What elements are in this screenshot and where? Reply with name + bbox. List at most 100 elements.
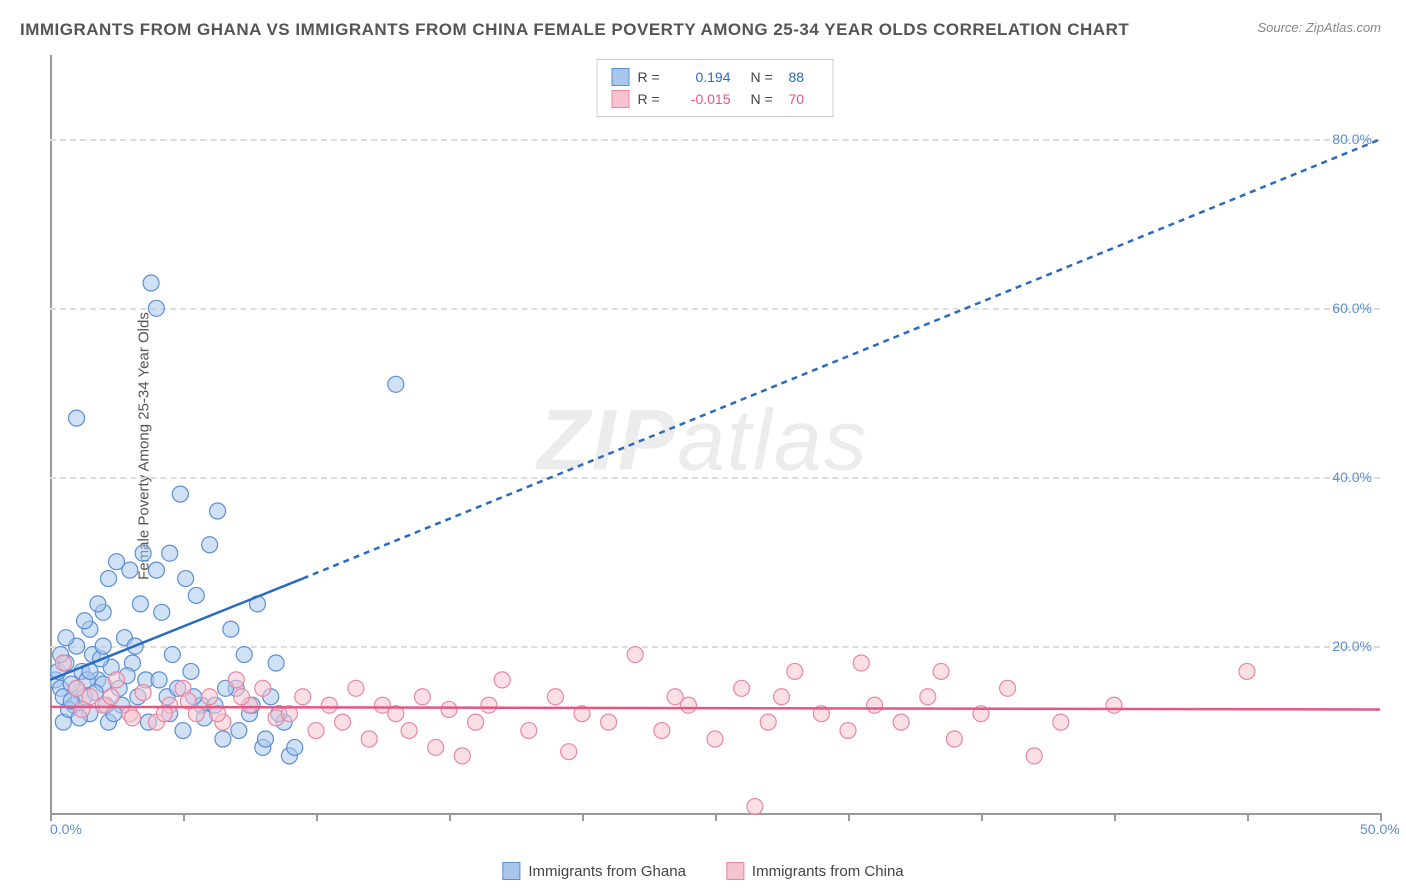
scatter-point bbox=[58, 630, 74, 646]
scatter-point bbox=[1053, 714, 1069, 730]
scatter-point bbox=[55, 655, 71, 671]
stats-n-label: N = bbox=[751, 69, 781, 85]
plot-area: 20.0%40.0%60.0%80.0% 0.0%50.0% R =0.194N… bbox=[50, 55, 1380, 815]
legend-item: Immigrants from Ghana bbox=[502, 862, 686, 880]
scatter-point bbox=[348, 680, 364, 696]
scatter-point bbox=[561, 744, 577, 760]
scatter-point bbox=[867, 697, 883, 713]
scatter-point bbox=[920, 689, 936, 705]
x-tick-label: 0.0% bbox=[50, 821, 82, 837]
scatter-point bbox=[162, 545, 178, 561]
scatter-point bbox=[321, 697, 337, 713]
scatter-point bbox=[853, 655, 869, 671]
scatter-point bbox=[295, 689, 311, 705]
scatter-point bbox=[707, 731, 723, 747]
scatter-point bbox=[255, 680, 271, 696]
scatter-point bbox=[135, 685, 151, 701]
scatter-point bbox=[183, 663, 199, 679]
legend-swatch bbox=[726, 862, 744, 880]
scatter-point bbox=[1000, 680, 1016, 696]
scatter-point bbox=[521, 723, 537, 739]
scatter-point bbox=[148, 562, 164, 578]
stats-row: R = -0.015 N = 70 bbox=[612, 88, 819, 110]
x-tick-label: 50.0% bbox=[1360, 821, 1400, 837]
scatter-point bbox=[494, 672, 510, 688]
scatter-point bbox=[414, 689, 430, 705]
scatter-point bbox=[148, 300, 164, 316]
bottom-legend: Immigrants from Ghana Immigrants from Chi… bbox=[502, 862, 903, 880]
scatter-point bbox=[335, 714, 351, 730]
scatter-point bbox=[172, 486, 188, 502]
scatter-point bbox=[101, 571, 117, 587]
stats-n-value: 88 bbox=[789, 69, 819, 85]
scatter-point bbox=[547, 689, 563, 705]
scatter-point bbox=[135, 545, 151, 561]
scatter-point bbox=[109, 672, 125, 688]
stats-swatch bbox=[612, 90, 630, 108]
scatter-point bbox=[840, 723, 856, 739]
scatter-point bbox=[178, 571, 194, 587]
stats-r-value: -0.015 bbox=[676, 91, 731, 107]
trend-line-dashed bbox=[303, 139, 1380, 578]
scatter-point bbox=[228, 672, 244, 688]
scatter-point bbox=[77, 613, 93, 629]
scatter-point bbox=[454, 748, 470, 764]
stats-row: R = 0.194 N = 88 bbox=[612, 66, 819, 88]
scatter-point bbox=[388, 376, 404, 392]
scatter-point bbox=[268, 655, 284, 671]
scatter-point bbox=[680, 697, 696, 713]
scatter-point bbox=[223, 621, 239, 637]
scatter-point bbox=[202, 689, 218, 705]
scatter-point bbox=[132, 596, 148, 612]
scatter-point bbox=[287, 739, 303, 755]
scatter-point bbox=[361, 731, 377, 747]
scatter-point bbox=[1026, 748, 1042, 764]
scatter-point bbox=[601, 714, 617, 730]
scatter-point bbox=[481, 697, 497, 713]
scatter-point bbox=[1239, 663, 1255, 679]
scatter-point bbox=[74, 701, 90, 717]
stats-r-value: 0.194 bbox=[676, 69, 731, 85]
scatter-point bbox=[210, 503, 226, 519]
scatter-point bbox=[69, 410, 85, 426]
scatter-point bbox=[308, 723, 324, 739]
stats-swatch bbox=[612, 68, 630, 86]
scatter-point bbox=[154, 604, 170, 620]
scatter-point bbox=[654, 723, 670, 739]
scatter-point bbox=[143, 275, 159, 291]
chart-title: IMMIGRANTS FROM GHANA VS IMMIGRANTS FROM… bbox=[20, 20, 1129, 40]
scatter-point bbox=[774, 689, 790, 705]
stats-n-label: N = bbox=[751, 91, 781, 107]
scatter-point bbox=[441, 701, 457, 717]
scatter-point bbox=[122, 562, 138, 578]
scatter-point bbox=[893, 714, 909, 730]
scatter-point bbox=[401, 723, 417, 739]
scatter-point bbox=[202, 537, 218, 553]
scatter-point bbox=[468, 714, 484, 730]
scatter-point bbox=[933, 663, 949, 679]
scatter-svg bbox=[50, 55, 1380, 815]
scatter-point bbox=[164, 647, 180, 663]
scatter-point bbox=[90, 596, 106, 612]
scatter-point bbox=[234, 689, 250, 705]
legend-item: Immigrants from China bbox=[726, 862, 904, 880]
source-label: Source: ZipAtlas.com bbox=[1257, 20, 1381, 35]
scatter-point bbox=[124, 710, 140, 726]
stats-r-label: R = bbox=[638, 69, 668, 85]
scatter-point bbox=[95, 638, 111, 654]
legend-label: Immigrants from Ghana bbox=[528, 863, 686, 880]
scatter-point bbox=[103, 689, 119, 705]
scatter-point bbox=[236, 647, 252, 663]
stats-n-value: 70 bbox=[789, 91, 819, 107]
scatter-point bbox=[1106, 697, 1122, 713]
scatter-point bbox=[175, 723, 191, 739]
scatter-point bbox=[231, 723, 247, 739]
scatter-point bbox=[946, 731, 962, 747]
scatter-point bbox=[747, 799, 763, 815]
scatter-point bbox=[215, 731, 231, 747]
scatter-point bbox=[257, 731, 273, 747]
stats-r-label: R = bbox=[638, 91, 668, 107]
legend-swatch bbox=[502, 862, 520, 880]
stats-box: R = 0.194 N = 88 R = -0.015 N = 70 bbox=[597, 59, 834, 117]
scatter-point bbox=[734, 680, 750, 696]
